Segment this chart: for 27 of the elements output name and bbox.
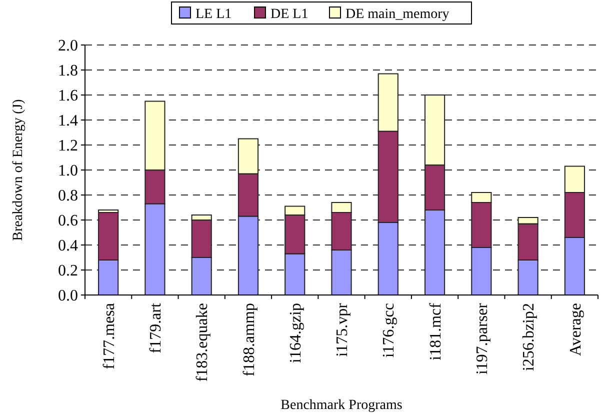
x-tick-label: f177.mesa — [100, 303, 118, 370]
y-tick-label: 1.0 — [58, 162, 78, 180]
y-tick-label: 0.6 — [58, 212, 78, 230]
x-tick-label: f179.art — [148, 302, 165, 354]
x-tick-label: f183.equake — [194, 303, 212, 382]
y-tick-label: 0.0 — [58, 288, 78, 305]
x-tick-label: i256.bzip2 — [520, 303, 538, 371]
y-tick-label: 0.4 — [58, 238, 78, 255]
y-tick-label: 1.8 — [58, 62, 78, 80]
y-tick-label: 1.2 — [58, 138, 78, 155]
y-tick-label: 2.0 — [58, 38, 78, 55]
y-tick-label: 0.8 — [58, 188, 78, 205]
legend-label: DE main_memory — [346, 6, 450, 22]
x-tick-label: i197.parser — [474, 302, 492, 375]
x-tick-label: Average — [567, 303, 584, 356]
x-tick-label: i181.mcf — [427, 302, 444, 360]
x-tick-label: f188.ammp — [240, 303, 258, 376]
x-axis-title: Benchmark Programs — [280, 398, 402, 413]
y-tick-label: 1.4 — [58, 112, 78, 130]
x-tick-label: i175.vpr — [334, 302, 352, 357]
x-tick-label: i176.gcc — [380, 303, 398, 358]
y-axis-title: Breakdown of Energy (J) — [11, 98, 26, 241]
y-tick-label: 0.2 — [58, 262, 78, 280]
legend-label: LE L1 — [196, 6, 232, 22]
legend-label: DE L1 — [270, 6, 308, 22]
x-tick-label: i164.gzip — [287, 303, 304, 363]
y-tick-label: 1.6 — [58, 88, 78, 105]
